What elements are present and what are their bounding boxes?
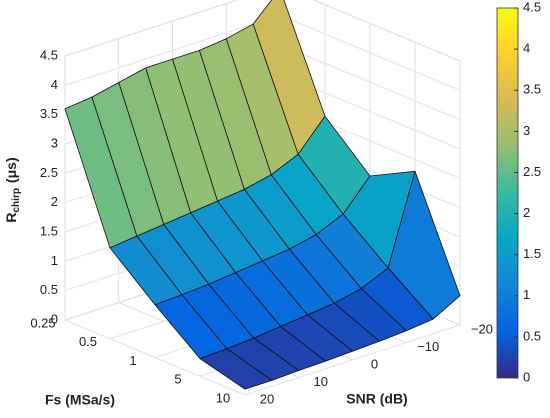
z-tick-label: 3.5 [40, 106, 58, 121]
grid-line [244, 61, 461, 396]
colorbar-tick-label: 2.5 [523, 164, 541, 179]
z-tick-label: 3 [51, 135, 58, 150]
x-tick-label: 0 [371, 356, 378, 371]
z-label-unit: (μs) [3, 157, 19, 183]
z-label-main: R [3, 213, 19, 223]
x-tick-label: −20 [471, 321, 493, 336]
colorbar-tick-label: 3.5 [523, 82, 541, 97]
colorbar-ticks: 0 0.5 1 1.5 2 2.5 3 3.5 4 4.5 [514, 0, 541, 384]
y-tick-label: 5 [174, 372, 181, 387]
z-tick-label: 1.5 [40, 223, 58, 238]
colorbar-tick-label: 4.5 [523, 0, 541, 14]
colorbar-tick-label: 0 [523, 369, 530, 384]
y-tick-label: 0.25 [30, 315, 55, 330]
z-tick-label: 2 [51, 194, 58, 209]
y-tick-label: 0.5 [79, 334, 97, 349]
z-axis-label: Rchirp (μs) [3, 157, 22, 222]
x-axis-label: SNR (dB) [346, 391, 407, 407]
z-tick-label: 4 [51, 77, 58, 92]
colorbar [496, 7, 519, 379]
y-tick-label: 1 [129, 353, 136, 368]
z-tick-label: 4.5 [40, 47, 58, 62]
colorbar-tick-label: 1.5 [523, 246, 541, 261]
colorbar-tick-label: 1 [523, 287, 530, 302]
colorbar-tick-label: 2 [523, 205, 530, 220]
colorbar-tick-label: 3 [523, 123, 530, 138]
x-tick-label: 10 [314, 374, 328, 389]
z-tick-label: 0.5 [40, 282, 58, 297]
y-axis-label: Fs (MSa/s) [45, 392, 115, 408]
x-tick-label: 20 [260, 391, 274, 406]
z-label-sub: chirp [11, 188, 22, 212]
x-tick-label: −10 [417, 339, 439, 354]
z-tick-label: 1 [51, 253, 58, 268]
z-tick-label: 0 [51, 311, 58, 326]
colorbar-tick-label: 4 [523, 41, 530, 56]
axis-labels: Rchirp (μs) Fs (MSa/s) SNR (dB) [3, 157, 408, 407]
z-tick-label: 2.5 [40, 165, 58, 180]
grid-line [64, 0, 461, 62]
y-tick-label: 10 [216, 390, 230, 405]
colorbar-tick-label: 0.5 [523, 328, 541, 343]
surface [64, 0, 461, 390]
surface-patch [199, 348, 273, 390]
